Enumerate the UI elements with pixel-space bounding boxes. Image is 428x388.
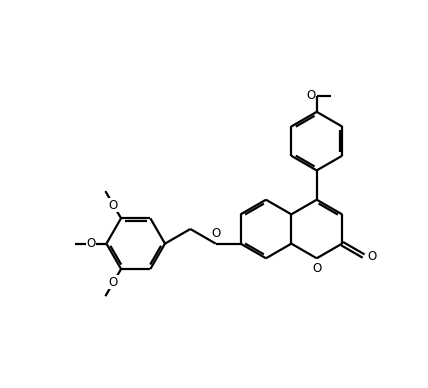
Text: O: O [312, 262, 321, 275]
Text: O: O [86, 237, 96, 250]
Text: O: O [306, 89, 315, 102]
Text: O: O [109, 199, 118, 211]
Text: O: O [109, 276, 118, 289]
Text: O: O [367, 249, 377, 263]
Text: O: O [211, 227, 220, 240]
